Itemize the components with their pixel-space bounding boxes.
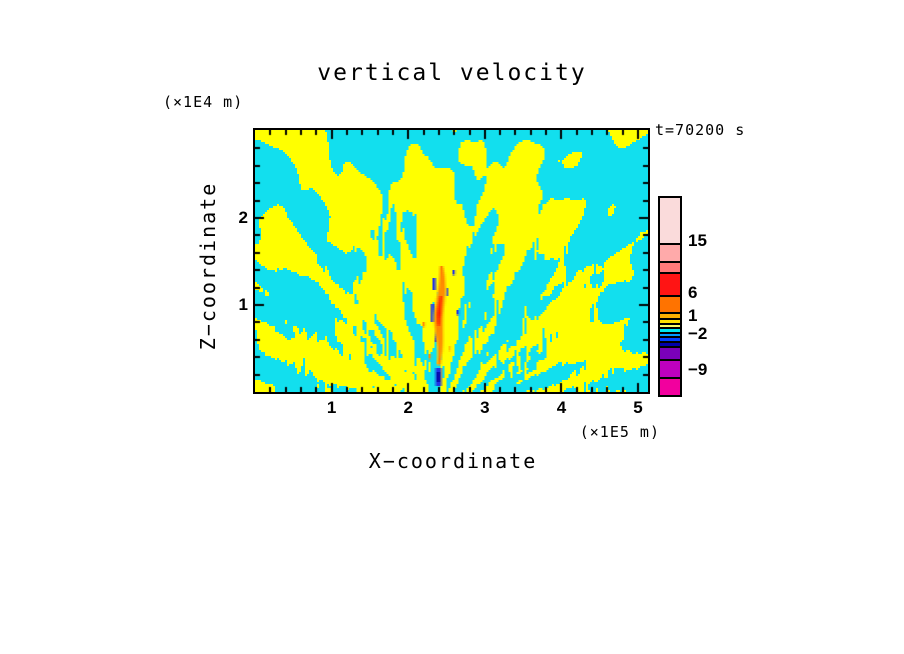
colorbar-tick-label: 1 — [688, 306, 698, 325]
colorbar-segment — [660, 272, 680, 295]
plot-area — [253, 128, 650, 394]
colorbar-segment — [660, 327, 680, 332]
colorbar-segment — [660, 295, 680, 312]
y-axis-title: Z−coordinate — [196, 181, 220, 351]
colorbar-segment — [660, 377, 680, 395]
colorbar-segment — [660, 332, 680, 336]
colorbar — [658, 196, 682, 397]
colorbar-segment — [660, 336, 680, 341]
colorbar-segment — [660, 346, 680, 359]
colorbar-tick-label: 6 — [688, 283, 698, 302]
colorbar-segment — [660, 323, 680, 327]
colorbar-segment — [660, 198, 680, 243]
colorbar-segment — [660, 243, 680, 261]
colorbar-tick-label: 15 — [688, 231, 707, 250]
axis-ticks-canvas — [255, 130, 648, 392]
x-tick-label: 5 — [633, 398, 643, 417]
x-tick-label: 1 — [326, 398, 337, 417]
x-tick-label: 2 — [403, 398, 413, 417]
colorbar-segment — [660, 318, 680, 323]
y-tick-label: 1 — [238, 294, 248, 314]
colorbar-segment — [660, 341, 680, 346]
y-tick-label: 2 — [238, 207, 248, 227]
colorbar-tick-label: −9 — [688, 360, 708, 379]
x-tick-label: 4 — [556, 398, 567, 417]
colorbar-segment — [660, 312, 680, 318]
colorbar-tick-label: −2 — [688, 324, 708, 343]
x-axis-unit-label: (×1E5 m) — [579, 423, 660, 441]
colorbar-segment — [660, 261, 680, 272]
x-tick-label: 3 — [480, 398, 490, 417]
colorbar-segment — [660, 359, 680, 377]
chart-title: vertical velocity — [317, 60, 587, 86]
x-axis-title: X−coordinate — [368, 449, 538, 473]
timestamp-annotation: t=70200 s — [655, 121, 746, 139]
y-axis-unit-label: (×1E4 m) — [163, 93, 244, 111]
